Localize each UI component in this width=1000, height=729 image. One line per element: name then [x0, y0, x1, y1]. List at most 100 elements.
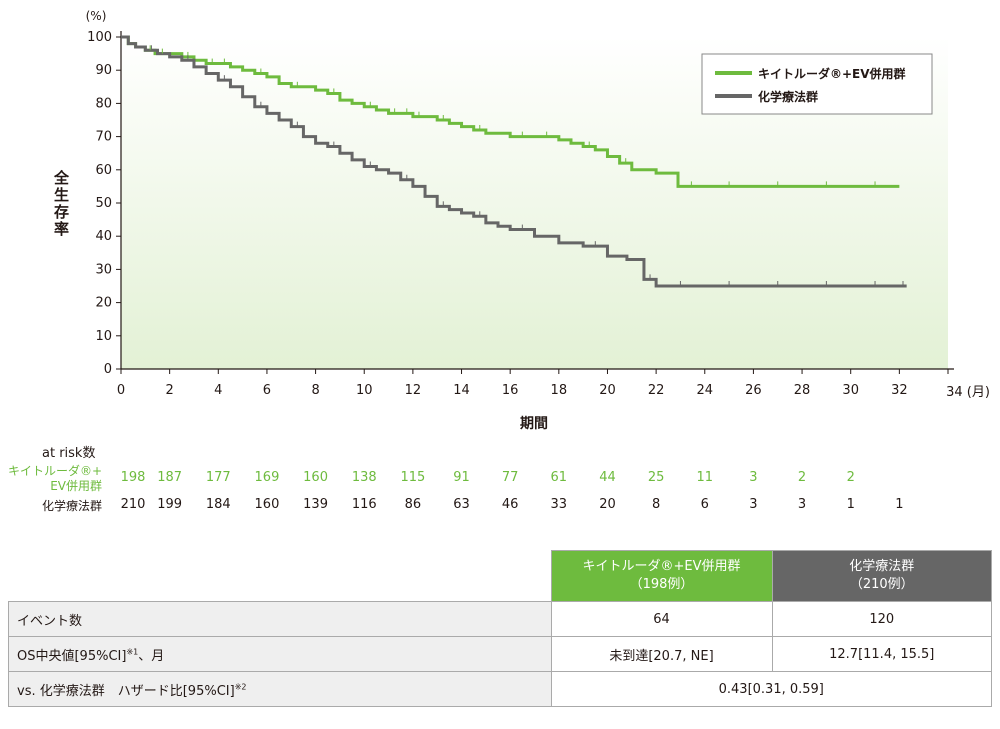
risk-count-chemo: 86	[404, 497, 422, 512]
stats-row-hazard-ratio: vs. 化学療法群 ハザード比[95%CI]※2 0.43[0.31, 0.59…	[8, 671, 992, 707]
x-tick-label: 16	[502, 383, 519, 398]
stats-header-blank	[8, 550, 552, 602]
footnote-mark: ※2	[234, 682, 247, 692]
stats-header-chemo-line1: 化学療法群	[849, 559, 915, 574]
risk-count-chemo: 8	[651, 497, 661, 512]
risk-count-chemo: 63	[453, 497, 470, 512]
risk-count-chemo: 20	[599, 497, 616, 512]
risk-count-pembro-ev: 160	[303, 470, 328, 485]
risk-count-chemo: 210	[120, 497, 146, 512]
risk-count-chemo: 6	[700, 497, 709, 512]
stats-header-pembro-ev-line1: キイトルーダ®+EV併用群	[582, 559, 741, 574]
x-tick-label: 18	[551, 383, 568, 398]
x-axis-title: 期間	[520, 416, 548, 432]
x-tick-label: 2	[166, 383, 174, 398]
legend: キイトルーダ®+EV併用群 化学療法群	[701, 53, 933, 115]
stats-table: キイトルーダ®+EV併用群 （198例） 化学療法群 （210例） イベント数 …	[8, 550, 992, 707]
risk-count-pembro-ev: 11	[696, 470, 714, 485]
stats-header-pembro-ev-line2: （198例）	[629, 577, 694, 592]
risk-count-pembro-ev: 115	[400, 470, 426, 485]
stats-header-chemo: 化学療法群 （210例）	[771, 550, 992, 602]
risk-count-chemo: 184	[205, 497, 231, 512]
stats-value-pembro-ev: 64	[550, 601, 773, 637]
legend-label-pembro-ev: キイトルーダ®+EV併用群	[758, 66, 906, 81]
y-tick-label: 10	[95, 329, 112, 344]
survival-curves	[121, 35, 907, 288]
x-tick-label: 22	[648, 383, 665, 398]
legend-label-chemo: 化学療法群	[758, 89, 818, 104]
risk-count-pembro-ev: 91	[453, 470, 470, 485]
y-tick-label: 70	[95, 130, 112, 145]
stats-value-pembro-ev: 未到達[20.7, NE]	[550, 636, 773, 672]
y-tick-label: 60	[95, 163, 112, 178]
stats-row-label: vs. 化学療法群 ハザード比[95%CI]※2	[8, 671, 552, 707]
x-tick-label: 26	[745, 383, 762, 398]
stats-header-row: キイトルーダ®+EV併用群 （198例） 化学療法群 （210例）	[8, 550, 992, 602]
risk-count-pembro-ev: 44	[599, 470, 616, 485]
x-tick-label: 0	[117, 383, 125, 398]
risk-count-pembro-ev: 61	[550, 470, 568, 485]
x-tick-label: 28	[794, 383, 811, 398]
x-tick-label: 8	[311, 383, 319, 398]
y-tick-label: 80	[95, 96, 112, 111]
x-tick-label: 14	[453, 383, 470, 398]
y-unit-label: (%)	[86, 9, 107, 23]
stats-row-label-text: vs. 化学療法群 ハザード比[95%CI]	[17, 683, 235, 699]
risk-row-label-chemo: 化学療法群	[41, 499, 102, 513]
stats-value-chemo: 120	[771, 601, 992, 637]
risk-count-pembro-ev: 2	[846, 470, 855, 485]
risk-count-pembro-ev: 138	[351, 470, 377, 485]
x-tick-label: 10	[356, 383, 373, 398]
x-tick-label: 20	[599, 383, 616, 398]
censor-marks	[149, 45, 904, 286]
risk-count-chemo: 139	[303, 497, 328, 512]
risk-count-pembro-ev: 2	[797, 470, 807, 485]
risk-count-chemo: 1	[895, 497, 904, 512]
stats-row-label: イベント数	[8, 601, 552, 637]
risk-count-pembro-ev: 169	[254, 470, 280, 485]
risk-row-label-pembro-ev-2: EV併用群	[50, 479, 102, 493]
x-tick-label: 30	[842, 383, 859, 398]
risk-count-pembro-ev: 25	[647, 470, 665, 485]
stats-header-chemo-line2: （210例）	[849, 577, 914, 592]
x-tick-label: 24	[696, 383, 713, 398]
risk-count-pembro-ev: 187	[157, 470, 183, 485]
risk-count-chemo: 199	[157, 497, 183, 512]
stats-row-label-suffix: 、月	[138, 648, 165, 664]
risk-row-label-pembro-ev-1: キイトルーダ®+	[7, 464, 102, 478]
x-tick-label: 12	[405, 383, 422, 398]
stats-header-pembro-ev: キイトルーダ®+EV併用群 （198例）	[550, 550, 773, 602]
risk-count-pembro-ev: 198	[120, 470, 146, 485]
y-tick-label: 20	[95, 296, 112, 311]
risk-count-chemo: 46	[501, 497, 519, 512]
risk-count-chemo: 160	[254, 497, 280, 512]
stats-row-label-text: OS中央値[95%CI]	[17, 648, 127, 664]
curve-pembro-ev	[121, 35, 900, 188]
y-tick-label: 100	[87, 30, 112, 45]
footnote-mark: ※1	[126, 647, 139, 657]
stats-row-median-os: OS中央値[95%CI]※1、月 未到達[20.7, NE] 12.7[11.4…	[8, 636, 992, 672]
at-risk-title: at risk数	[42, 446, 96, 461]
stats-value-chemo: 12.7[11.4, 15.5]	[771, 636, 992, 672]
stats-row-label: OS中央値[95%CI]※1、月	[8, 636, 552, 672]
risk-count-pembro-ev: 177	[205, 470, 231, 485]
y-tick-label: 30	[95, 262, 112, 277]
x-tick-label: 4	[214, 383, 222, 398]
curve-chemo	[121, 35, 907, 288]
y-axis-title: 全生存率	[54, 169, 70, 238]
risk-count-chemo: 1	[846, 497, 855, 512]
risk-count-chemo: 3	[749, 497, 758, 512]
risk-count-pembro-ev: 3	[749, 470, 758, 485]
stats-value-hazard-ratio: 0.43[0.31, 0.59]	[550, 671, 992, 707]
y-tick-label: 50	[95, 196, 112, 211]
risk-count-pembro-ev: 77	[501, 470, 519, 485]
x-unit-label: 34 (月)	[946, 385, 990, 400]
stats-row-events: イベント数 64 120	[8, 601, 992, 637]
y-tick-label: 90	[95, 63, 112, 78]
risk-count-chemo: 116	[351, 497, 377, 512]
risk-count-chemo: 3	[797, 497, 807, 512]
risk-count-chemo: 33	[550, 497, 568, 512]
x-tick-label: 6	[263, 383, 271, 398]
